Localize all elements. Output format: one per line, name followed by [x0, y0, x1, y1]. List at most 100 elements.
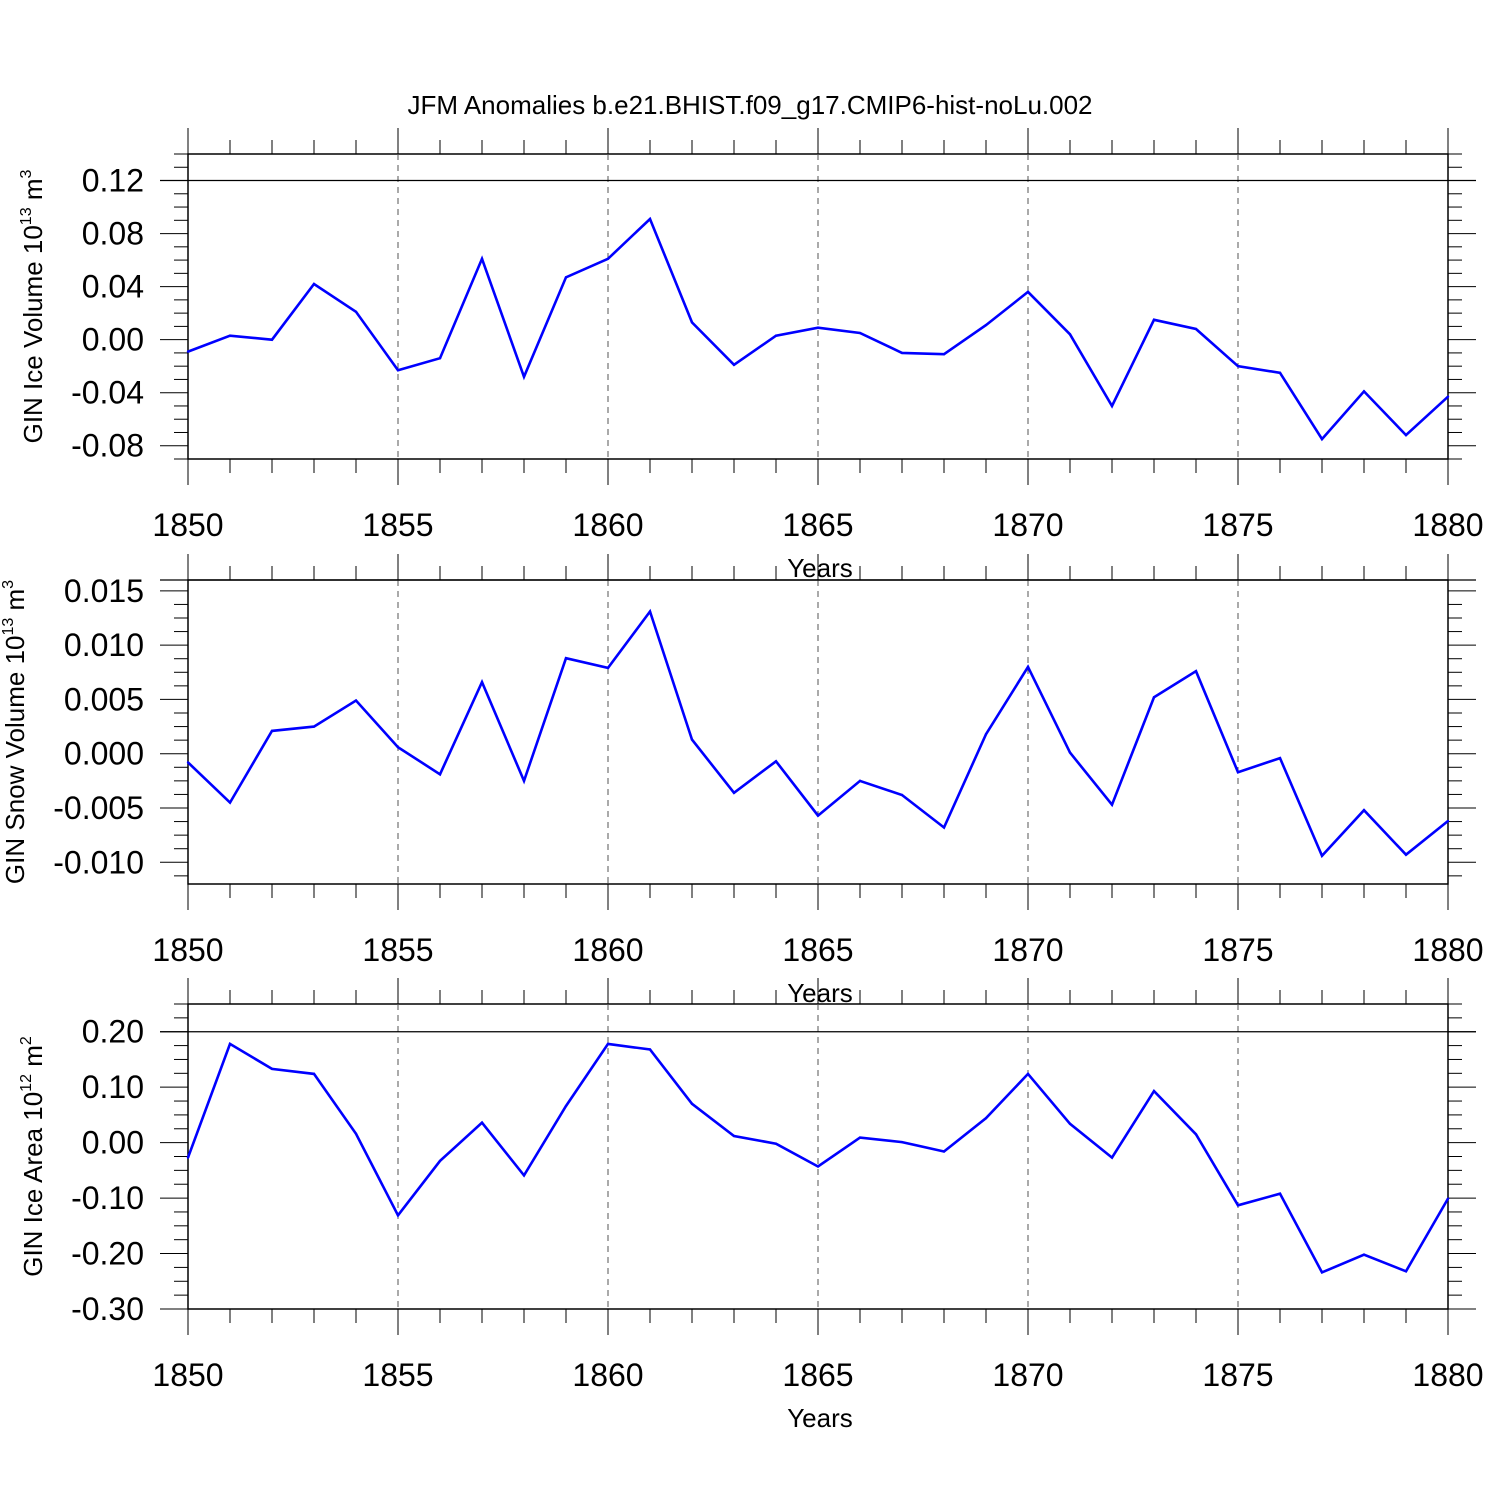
data-point [858, 331, 862, 335]
y-axis-label-part: m [18, 1045, 48, 1074]
data-point [1278, 756, 1282, 760]
data-point [900, 793, 904, 797]
x-tick-label: 1875 [1202, 1357, 1273, 1393]
x-tick-label: 1850 [152, 507, 223, 543]
data-point [1152, 318, 1156, 321]
data-point [732, 791, 736, 794]
y-tick-label: -0.10 [71, 1180, 144, 1216]
data-point [396, 1214, 400, 1217]
data-point [1278, 371, 1282, 375]
data-point [1152, 696, 1156, 699]
data-point [1068, 1122, 1072, 1125]
x-tick-label: 1875 [1202, 507, 1273, 543]
y-tick-label: -0.20 [71, 1236, 144, 1272]
y-axis-label-part: GIN Ice Area 10 [18, 1092, 48, 1277]
data-point [1446, 819, 1450, 823]
data-point [1446, 395, 1450, 398]
data-point [984, 1117, 988, 1120]
data-point [1194, 327, 1198, 331]
data-point [1446, 1197, 1450, 1200]
data-point [984, 732, 988, 736]
data-point [1026, 290, 1030, 294]
data-point [228, 334, 232, 337]
x-tick-label: 1870 [992, 1357, 1063, 1393]
data-point [900, 351, 904, 355]
data-point [228, 801, 232, 804]
data-point [522, 1174, 526, 1177]
data-point [186, 1156, 190, 1159]
data-point [648, 610, 652, 613]
data-point [1110, 404, 1114, 408]
data-point [1026, 665, 1030, 669]
x-tick-label: 1865 [782, 932, 853, 968]
x-tick-label: 1855 [362, 1357, 433, 1393]
panel-2: 0.015 0.010 0.005 0.000 -0.005 -0.010 1850 1855… [0, 554, 1484, 1008]
data-point [732, 363, 736, 367]
data-point [1110, 1156, 1114, 1159]
y-tick-label: 0.00 [82, 1125, 144, 1161]
data-point [1194, 670, 1198, 673]
data-point [1194, 1133, 1198, 1136]
data-point [1320, 437, 1324, 441]
data-point [648, 1048, 652, 1051]
data-point [312, 725, 316, 728]
x-tick-label: 1880 [1412, 932, 1483, 968]
figure-title: JFM Anomalies b.e21.BHIST.f09_g17.CMIP6-… [407, 90, 1092, 120]
data-point [396, 746, 400, 749]
data-point [648, 217, 652, 221]
data-point [1236, 1204, 1240, 1207]
data-point [522, 779, 526, 783]
data-point [438, 1159, 442, 1163]
data-point [438, 773, 442, 776]
data-point [564, 656, 568, 660]
x-tick-label: 1870 [992, 932, 1063, 968]
data-point [438, 357, 442, 360]
data-point [900, 1140, 904, 1144]
data-point [186, 350, 190, 353]
data-point [1026, 1072, 1030, 1076]
y-axis-label-part: GIN Ice Volume 10 [18, 225, 48, 443]
y-tick-label: -0.04 [71, 375, 144, 411]
data-point [1236, 770, 1240, 774]
data-point [1278, 1192, 1282, 1195]
y-axis-label-superscript: 3 [0, 580, 17, 589]
data-point [1068, 751, 1072, 754]
data-point [1404, 853, 1408, 856]
x-tick-label: 1865 [782, 507, 853, 543]
x-tick-label: 1860 [572, 1357, 643, 1393]
data-point [1404, 1270, 1408, 1273]
data-point [942, 826, 946, 829]
data-point [984, 323, 988, 327]
data-point [816, 326, 820, 329]
data-point [1152, 1089, 1156, 1093]
data-point [480, 257, 484, 260]
data-point [564, 276, 568, 279]
y-tick-label: -0.010 [53, 844, 144, 880]
y-tick-label: 0.12 [82, 163, 144, 199]
y-axis-label: GIN Ice Volume 1013 m3 [18, 169, 48, 443]
data-point [816, 814, 820, 817]
x-tick-label: 1860 [572, 507, 643, 543]
data-point [480, 1121, 484, 1124]
x-tick-label: 1855 [362, 932, 433, 968]
data-point [312, 282, 316, 286]
data-point [270, 729, 274, 733]
data-point [1320, 854, 1324, 857]
x-tick-label: 1880 [1412, 507, 1483, 543]
x-tick-label: 1870 [992, 507, 1063, 543]
data-point [396, 368, 400, 372]
data-point [942, 1150, 946, 1153]
data-point [732, 1134, 736, 1138]
data-point [774, 334, 778, 337]
data-point [690, 1102, 694, 1106]
panel-1: 0.12 0.08 0.04 0.00 -0.04 -0.08 1850 1855 1860 18… [18, 128, 1484, 583]
y-axis-label-superscript: 3 [18, 169, 35, 178]
data-point [522, 375, 526, 378]
y-tick-label: 0.005 [64, 681, 144, 717]
x-tick-label: 1850 [152, 932, 223, 968]
y-tick-label: 0.08 [82, 216, 144, 252]
data-point [564, 1104, 568, 1108]
x-axis-label: Years [787, 553, 853, 583]
data-point [1236, 364, 1240, 368]
